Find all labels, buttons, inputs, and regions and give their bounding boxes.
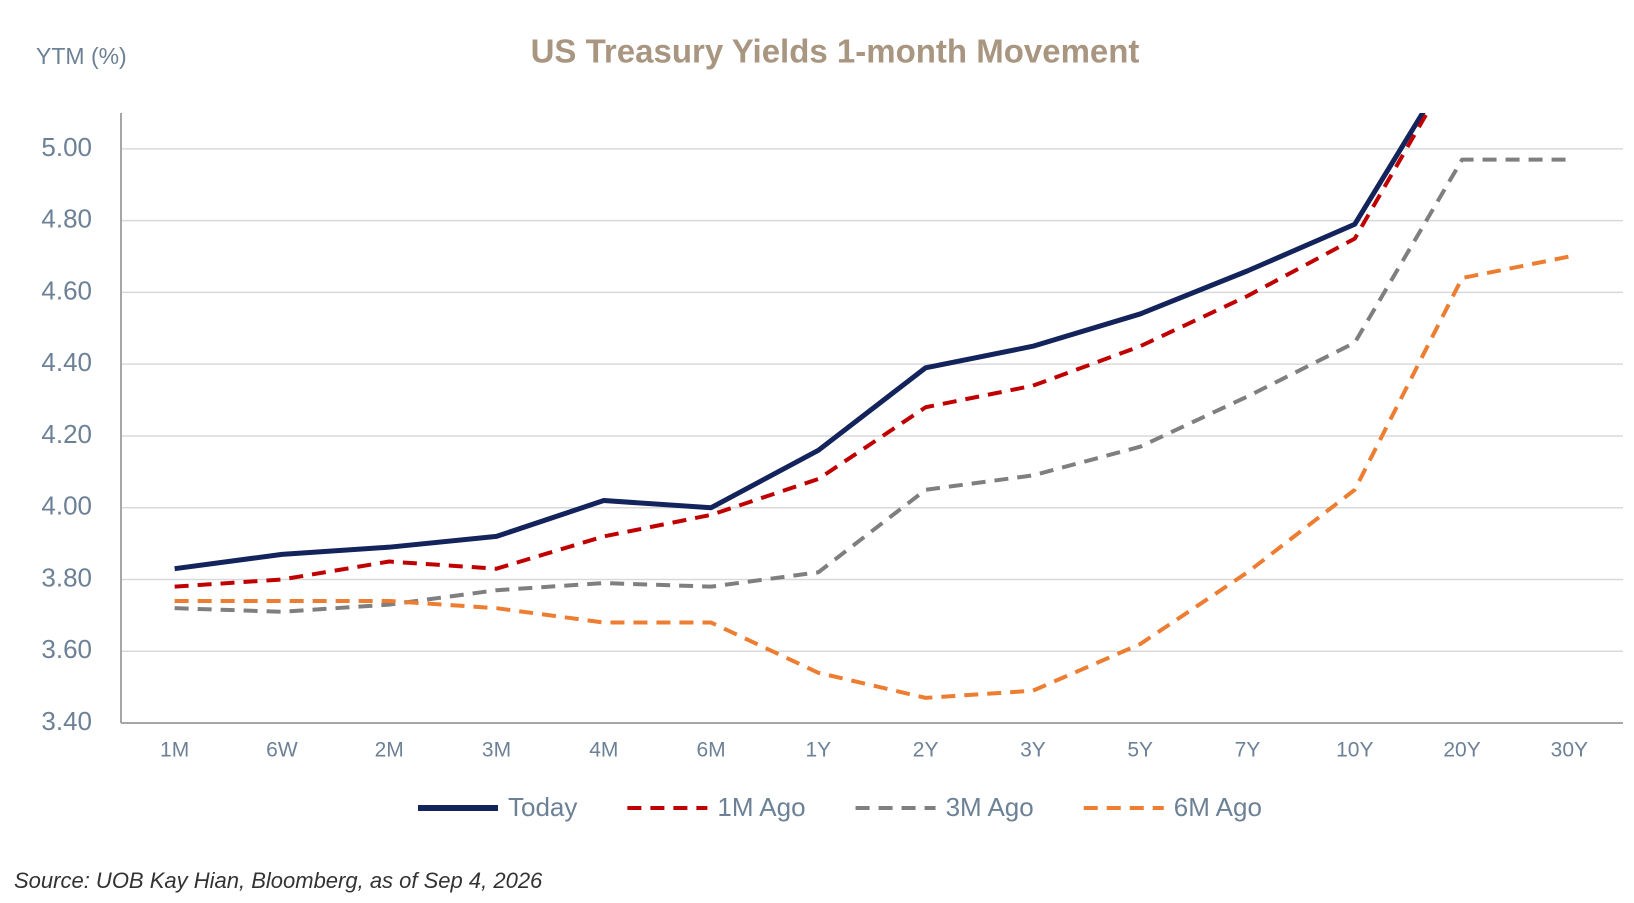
y-tick-label: 3.40 [41,706,92,736]
x-tick-label: 4M [589,739,618,762]
y-tick-label: 4.40 [41,347,92,377]
y-tick-label: 4.20 [41,419,92,449]
series-line [174,254,1570,700]
plot-area [174,113,1570,700]
x-tick-label: 5Y [1127,739,1153,762]
x-tick-label: 1M [160,739,189,762]
y-tick-label: 5.00 [41,132,92,162]
x-tick-label: 1Y [806,739,832,762]
x-tick-label: 6W [266,739,298,762]
series-line [174,157,1570,614]
x-tick-label: 3M [482,739,511,762]
x-tick-label: 20Y [1443,739,1480,762]
x-tick-label: 6M [696,739,725,762]
legend-label: Today [508,792,577,822]
y-axis-label: YTM (%) [36,43,127,69]
series-line [174,113,1430,589]
x-tick-label: 30Y [1551,739,1588,762]
legend: Today 1M Ago 3M Ago 6M Ago [418,792,1262,822]
x-tick-label: 2Y [913,739,939,762]
y-tick-label: 4.80 [41,204,92,234]
source-note: Source: UOB Kay Hian, Bloomberg, as of S… [14,868,543,893]
series-line [174,113,1426,572]
legend-label: 6M Ago [1174,792,1262,822]
x-tick-label: 2M [375,739,404,762]
legend-label: 3M Ago [946,792,1034,822]
y-tick-label: 3.60 [41,634,92,664]
legend-label: 1M Ago [717,792,805,822]
y-tick-label: 4.60 [41,275,92,305]
y-tick-label: 4.00 [41,491,92,521]
y-tick-label: 3.80 [41,562,92,592]
x-tick-label: 10Y [1336,739,1373,762]
chart-title: US Treasury Yields 1-month Movement [531,33,1140,70]
x-tick-label: 7Y [1235,739,1261,762]
x-tick-label: 3Y [1020,739,1046,762]
grid: 3.40 3.60 3.80 4.00 4.20 4.40 4.60 4.80 5.00 1M 6W… [41,113,1623,762]
